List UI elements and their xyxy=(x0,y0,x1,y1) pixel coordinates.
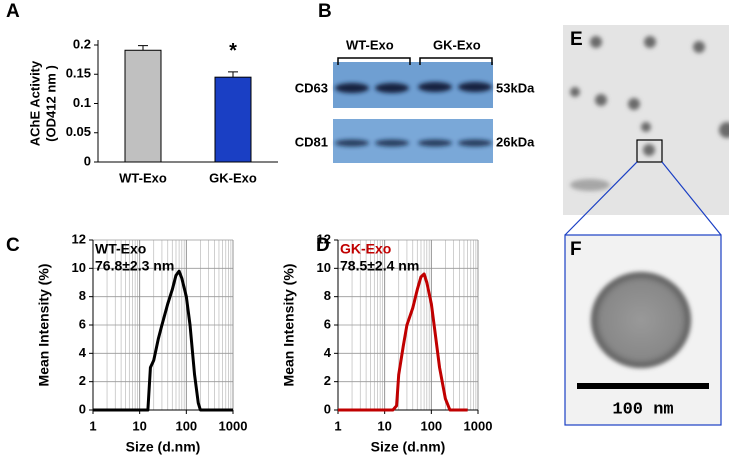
brackets xyxy=(337,57,493,65)
panel-label: E xyxy=(570,29,583,50)
x-tick-label: 100 xyxy=(175,418,197,433)
y-tick-label: 0.05 xyxy=(66,124,91,139)
y-tick-label: 0.2 xyxy=(73,36,91,51)
y-tick-label: 2 xyxy=(79,373,86,388)
axes xyxy=(97,40,278,163)
y-axis-label: Mean Intensity (%) xyxy=(281,264,297,387)
x-tick-label: 1000 xyxy=(464,418,493,433)
x-tick-label: 1000 xyxy=(219,418,248,433)
line xyxy=(93,269,233,412)
y-tick-label: 0.1 xyxy=(73,95,91,110)
x-axis-label: Size (d.nm) xyxy=(371,439,446,455)
y-tick-label: 10 xyxy=(72,260,86,275)
x-tick-label: 10 xyxy=(132,418,146,433)
y-tick-label: 4 xyxy=(324,345,332,360)
tem-image xyxy=(563,25,729,236)
western-blot xyxy=(333,57,493,163)
error-bar xyxy=(138,45,148,51)
y-tick-label: 0 xyxy=(324,401,331,416)
blot-group: WT-Exo xyxy=(346,37,394,52)
blot-group: GK-Exo xyxy=(433,37,481,52)
x-tick-label: GK-Exo xyxy=(209,170,257,185)
line xyxy=(338,272,468,412)
error-bar xyxy=(228,71,238,78)
blot-size: 53kDa xyxy=(496,80,535,95)
y-tick-label: 10 xyxy=(317,260,331,275)
y-tick-label: 4 xyxy=(79,345,87,360)
x-tick-label: 10 xyxy=(377,418,391,433)
y-tick-label: 2 xyxy=(324,373,331,388)
x-tick-label: 1 xyxy=(334,418,341,433)
x-axis-label: Size (d.nm) xyxy=(126,439,201,455)
scale-bar-label: 100 nm xyxy=(612,400,673,419)
x-tick-label: WT-Exo xyxy=(119,170,167,185)
y-axis-label: AChE Activity xyxy=(27,60,42,146)
x-tick-label: 100 xyxy=(420,418,442,433)
y-axis-label: (OD412 nm ) xyxy=(43,65,58,142)
y-tick-label: 12 xyxy=(317,231,331,246)
annotation: * xyxy=(229,40,237,62)
bands xyxy=(335,82,492,147)
blot-row: CD81 xyxy=(295,134,328,149)
panel-label: C xyxy=(6,235,20,256)
y-tick-label: 6 xyxy=(324,316,331,331)
blot-size: 26kDa xyxy=(496,134,535,149)
y-tick-label: 8 xyxy=(324,288,331,303)
annotation: 76.8±2.3 nm xyxy=(95,258,174,274)
y-tick-label: 0.15 xyxy=(66,66,91,81)
y-tick-label: 6 xyxy=(79,316,86,331)
bar xyxy=(214,76,252,163)
y-tick-label: 0 xyxy=(84,153,91,168)
legend-label: WT-Exo xyxy=(95,241,146,257)
panel-label: F xyxy=(570,239,582,260)
bar xyxy=(124,49,162,163)
panel-label: A xyxy=(6,1,20,22)
annotation: 78.5±2.4 nm xyxy=(340,258,419,274)
y-tick-label: 12 xyxy=(72,231,86,246)
y-axis-label: Mean Intensity (%) xyxy=(36,264,52,387)
y-tick-label: 0 xyxy=(79,401,86,416)
blot-row: CD63 xyxy=(295,80,328,95)
panel-label: D xyxy=(316,235,330,256)
panel-label: B xyxy=(318,1,332,22)
tem-zoom: 100 nm xyxy=(564,234,722,426)
y-tick-label: 8 xyxy=(79,288,86,303)
x-tick-label: 1 xyxy=(89,418,96,433)
legend-label: GK-Exo xyxy=(340,241,391,257)
